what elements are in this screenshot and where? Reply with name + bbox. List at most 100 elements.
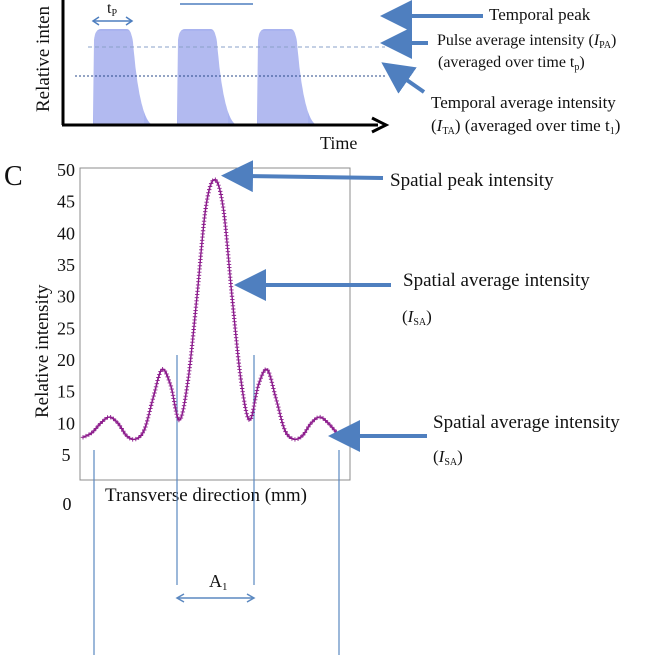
curve-marker (252, 397, 258, 403)
ann-spatial-average-1: Spatial average intensity (403, 270, 590, 291)
curve-marker (204, 199, 209, 205)
curve-marker (271, 386, 276, 391)
curve-marker (145, 418, 150, 424)
y-tick-label: 25 (57, 318, 75, 338)
curve-marker (219, 195, 224, 200)
curve-marker (176, 417, 182, 423)
curve-marker (207, 184, 213, 189)
ann-pulse-average-line2: (averaged over time tp) (438, 54, 585, 73)
curve-marker (174, 411, 179, 417)
curve-marker (251, 407, 256, 412)
curve-marker (249, 413, 255, 418)
curve-marker (111, 416, 116, 421)
curve-marker (80, 435, 86, 440)
curve-marker (218, 192, 224, 197)
curve-marker (95, 423, 101, 429)
curve-marker (93, 426, 99, 431)
curve-marker (144, 421, 149, 427)
curve-marker (173, 405, 178, 411)
curve-marker (254, 388, 260, 393)
curve-marker (169, 386, 174, 392)
curve-marker (170, 393, 176, 398)
curve-marker (239, 386, 245, 391)
curve-marker (178, 415, 184, 421)
curve-marker (275, 401, 280, 407)
curve-marker (251, 403, 257, 409)
curve-marker (261, 370, 266, 375)
y-tick-labels: 50 45 40 35 30 25 20 15 10 5 (57, 160, 75, 465)
curve-marker (280, 420, 285, 425)
curve-marker (254, 391, 259, 396)
curve-marker (320, 416, 326, 421)
curve-marker (253, 394, 258, 399)
curve-marker (164, 371, 169, 377)
curve-marker (155, 378, 160, 383)
curve-marker (250, 410, 255, 415)
curve-marker (83, 433, 89, 439)
curve-marker (210, 178, 215, 183)
y-tick-label: 40 (57, 223, 75, 243)
curve-marker (182, 400, 187, 405)
curve-marker (86, 432, 92, 437)
curve-marker (89, 430, 94, 436)
curve-marker (207, 187, 212, 192)
a1-label: A1 (209, 571, 228, 593)
curve-marker (151, 393, 156, 399)
y-tick-label: 50 (57, 160, 75, 180)
curve-marker (215, 180, 220, 185)
curve-marker (300, 432, 306, 438)
curve-marker (98, 421, 103, 426)
ann-spatial-average-2: Spatial average intensity (433, 412, 620, 433)
curve-marker (243, 408, 249, 413)
curve-marker (244, 411, 249, 416)
curve-marker (180, 409, 185, 415)
curve-marker (146, 412, 152, 417)
zero-label: 0 (63, 494, 72, 514)
curve-marker (256, 382, 261, 387)
curve-marker (158, 369, 163, 374)
curve-marker (219, 198, 225, 203)
curve-marker (206, 190, 211, 195)
curve-marker (242, 402, 247, 407)
curve-marker (267, 373, 273, 379)
curve-marker (258, 375, 264, 381)
curve-marker (241, 395, 246, 401)
curve-marker (216, 183, 221, 188)
curve-marker (262, 367, 268, 372)
curve-marker (270, 383, 275, 388)
curve-marker (266, 370, 272, 376)
curve-marker (165, 374, 170, 380)
curve-marker (295, 436, 301, 442)
curve-marker (220, 201, 225, 207)
intensity-curve (82, 178, 347, 441)
panel-c-x-label: Transverse direction (mm) (105, 485, 307, 506)
curve-marker (203, 206, 208, 211)
curve-marker (208, 181, 214, 186)
curve-marker (276, 404, 281, 410)
plot-frame (79, 167, 351, 481)
pulse-1 (93, 29, 151, 124)
curve-marker (167, 380, 173, 386)
curve-marker (171, 396, 176, 401)
curve-marker (255, 385, 260, 390)
curve-marker (280, 423, 286, 428)
curve-marker (102, 417, 108, 422)
curve-marker (284, 432, 290, 437)
pulse-2 (177, 29, 235, 124)
curve-marker (306, 424, 311, 430)
curve-marker (274, 398, 279, 404)
panel-b-x-label: Time (320, 133, 357, 153)
ann-spatial-peak: Spatial peak intensity (390, 170, 554, 191)
curve-marker (218, 189, 223, 194)
curve-marker (113, 418, 118, 424)
curve-marker (238, 376, 243, 382)
curve-marker (184, 384, 190, 389)
curve-marker (133, 436, 139, 442)
curve-marker (149, 400, 155, 405)
curve-marker (147, 409, 152, 414)
curve-marker (154, 381, 159, 386)
curve-marker (121, 429, 126, 434)
curve-marker (122, 431, 128, 437)
tp-label: tP (107, 0, 117, 19)
curve-marker (317, 414, 323, 420)
